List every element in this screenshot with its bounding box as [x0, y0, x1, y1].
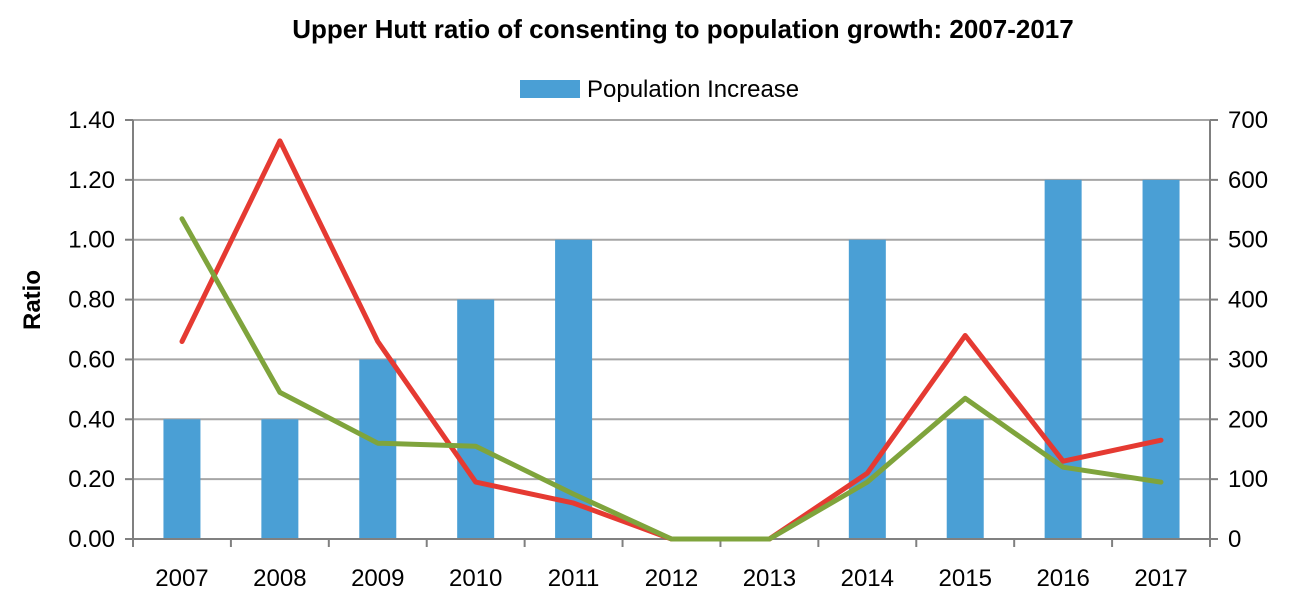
bar-population-increase-2007 — [163, 419, 201, 539]
chart-title: Upper Hutt ratio of consenting to popula… — [292, 14, 1073, 44]
lines — [179, 138, 1164, 542]
left-tick-label: 1.40 — [68, 107, 115, 134]
x-tick-label-2008: 2008 — [253, 565, 306, 592]
gridlines — [133, 119, 1210, 481]
bar-population-increase-2014 — [848, 239, 886, 539]
right-tick-label: 400 — [1228, 287, 1268, 314]
bar-population-increase-2017 — [1142, 179, 1180, 539]
x-tick-label-2007: 2007 — [155, 565, 208, 592]
left-tick-label: 0.80 — [68, 287, 115, 314]
legend-label-population-increase: Population Increase — [587, 76, 799, 103]
x-tick-label-2014: 2014 — [841, 565, 894, 592]
left-tick-label: 0.60 — [68, 346, 115, 373]
right-tick-label: 500 — [1228, 227, 1268, 254]
right-tick-label: 0 — [1228, 526, 1241, 553]
x-tick-label-2010: 2010 — [449, 565, 502, 592]
right-tick-label: 300 — [1228, 346, 1268, 373]
right-tick-label: 200 — [1228, 406, 1268, 433]
x-tick-label-2015: 2015 — [939, 565, 992, 592]
bar-population-increase-2016 — [1044, 179, 1082, 539]
x-tick-label-2013: 2013 — [743, 565, 796, 592]
x-tick-label-2012: 2012 — [645, 565, 698, 592]
x-tick-label-2016: 2016 — [1036, 565, 1089, 592]
legend-swatch-population-increase — [520, 80, 580, 98]
x-tick-label-2011: 2011 — [548, 565, 600, 592]
x-tick-labels: 2007 2008 2009 2010 2011 2012 2013 2014 2015 2016… — [155, 565, 1187, 592]
legend: Population Increase — [520, 76, 799, 103]
right-tick-label: 700 — [1228, 107, 1268, 134]
left-tick-label: 1.00 — [68, 227, 115, 254]
x-tick-label-2017: 2017 — [1134, 565, 1187, 592]
left-tick-labels: 0.00 0.20 0.40 0.60 0.80 1.00 1.20 1.40 — [68, 107, 115, 553]
right-tick-label: 100 — [1228, 466, 1268, 493]
bar-population-increase-2009 — [359, 359, 397, 539]
left-tick-label: 0.40 — [68, 406, 115, 433]
bar-population-increase-2010 — [457, 299, 495, 539]
x-tick-label-2009: 2009 — [351, 565, 404, 592]
left-tick-label: 0.00 — [68, 526, 115, 553]
line-series-2 — [179, 216, 1164, 542]
y-axis-title: Ratio — [19, 270, 46, 330]
left-tick-label: 1.20 — [68, 167, 115, 194]
right-tick-label: 600 — [1228, 167, 1268, 194]
right-tick-labels: 0 100 200 300 400 500 600 700 — [1228, 107, 1268, 553]
left-tick-label: 0.20 — [68, 466, 115, 493]
bar-population-increase-2015 — [946, 419, 984, 539]
bar-population-increase-2008 — [261, 419, 299, 539]
